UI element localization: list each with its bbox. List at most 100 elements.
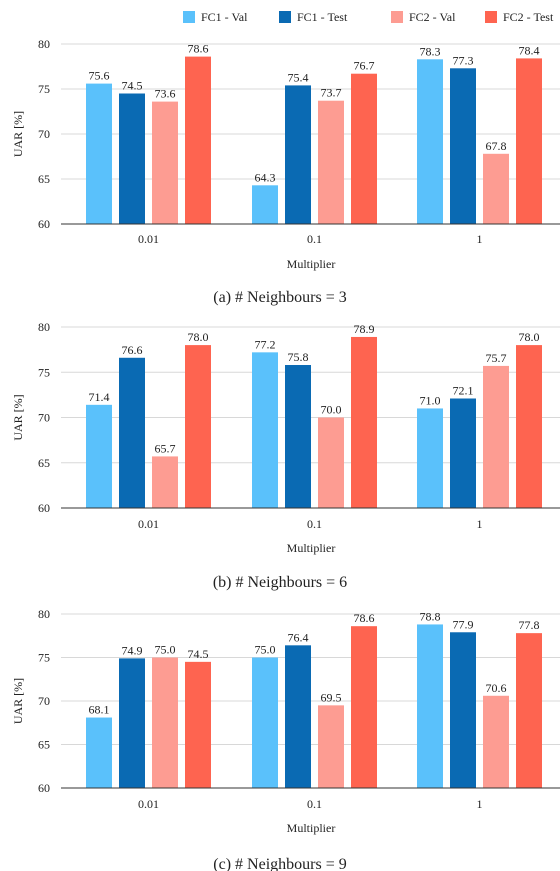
bar-0.1-3 <box>351 336 377 508</box>
y-tick-label: 65 <box>38 456 50 470</box>
panel-caption: (a) # Neighbours = 3 <box>213 289 346 306</box>
bar-0.01-1 <box>119 357 145 508</box>
bar-value-label: 75.0 <box>255 643 276 657</box>
bar-1-3 <box>516 633 542 788</box>
y-tick-label: 75 <box>38 651 50 665</box>
bar-value-label: 77.8 <box>519 618 540 632</box>
x-tick-label: 0.1 <box>307 232 322 246</box>
bar-1-1 <box>450 68 476 224</box>
bar-0.01-3 <box>185 345 211 508</box>
bar-0.1-2 <box>318 417 344 508</box>
bar-0.01-2 <box>152 657 178 788</box>
legend-swatch-1 <box>279 11 291 23</box>
chart-panel-2: 60 65 70 75 80 UAR [%] 68.1 74.9 75.0 74.5 0.01 75.… <box>11 607 560 871</box>
x-tick-label: 1 <box>477 232 483 246</box>
y-tick-label: 70 <box>38 694 50 708</box>
bar-0.01-1 <box>119 658 145 788</box>
bar-value-label: 78.6 <box>188 42 209 56</box>
bar-value-label: 71.4 <box>89 390 110 404</box>
y-tick-label: 80 <box>38 320 50 334</box>
bar-value-label: 74.5 <box>122 79 143 93</box>
y-axis-label: UAR [%] <box>11 678 25 724</box>
y-tick-label: 70 <box>38 127 50 141</box>
bar-value-label: 73.7 <box>321 86 342 100</box>
x-tick-label: 1 <box>477 797 483 811</box>
bar-value-label: 76.4 <box>288 630 309 644</box>
bar-0.1-0 <box>252 352 278 508</box>
bar-0.1-1 <box>285 85 311 225</box>
x-tick-label: 1 <box>477 517 483 531</box>
bar-value-label: 78.9 <box>354 322 375 336</box>
x-tick-label: 0.01 <box>138 232 159 246</box>
bar-0.01-2 <box>152 456 178 508</box>
bar-0.1-1 <box>285 645 311 788</box>
panel-caption: (c) # Neighbours = 9 <box>213 856 346 871</box>
bar-1-2 <box>483 695 509 788</box>
legend-swatch-0 <box>183 11 195 23</box>
bar-value-label: 75.0 <box>155 643 176 657</box>
bar-0.01-3 <box>185 56 211 224</box>
y-tick-label: 80 <box>38 607 50 621</box>
y-axis-label: UAR [%] <box>11 111 25 157</box>
bar-0.1-2 <box>318 705 344 788</box>
bar-value-label: 75.6 <box>89 69 110 83</box>
y-tick-label: 65 <box>38 172 50 186</box>
bar-value-label: 70.6 <box>486 681 507 695</box>
panel-caption: (b) # Neighbours = 6 <box>213 574 347 591</box>
bar-value-label: 64.3 <box>255 170 276 184</box>
x-tick-label: 0.1 <box>307 797 322 811</box>
bar-value-label: 72.1 <box>453 383 474 397</box>
bar-value-label: 78.0 <box>188 330 209 344</box>
bar-0.1-0 <box>252 657 278 788</box>
bar-value-label: 67.8 <box>486 139 507 153</box>
legend-label-1: FC1 - Test <box>297 10 348 24</box>
bar-1-0 <box>417 408 443 508</box>
legend-label-0: FC1 - Val <box>201 10 248 24</box>
bar-0.1-0 <box>252 185 278 224</box>
bar-1-2 <box>483 153 509 224</box>
y-tick-label: 75 <box>38 365 50 379</box>
bar-value-label: 74.5 <box>188 647 209 661</box>
x-axis-label: Multiplier <box>287 257 336 271</box>
bar-value-label: 70.0 <box>321 403 342 417</box>
bar-value-label: 75.7 <box>486 351 507 365</box>
y-tick-label: 60 <box>38 217 50 231</box>
bar-1-2 <box>483 365 509 508</box>
bar-0.1-2 <box>318 100 344 224</box>
y-tick-label: 75 <box>38 82 50 96</box>
legend-swatch-3 <box>485 11 497 23</box>
bar-value-label: 74.9 <box>122 643 143 657</box>
bar-0.01-3 <box>185 661 211 788</box>
bar-1-3 <box>516 345 542 508</box>
y-tick-label: 60 <box>38 781 50 795</box>
legend: FC1 - Val FC1 - Test FC2 - Val FC2 - Test <box>183 10 554 24</box>
bar-value-label: 75.8 <box>288 350 309 364</box>
bar-value-label: 76.6 <box>122 343 143 357</box>
bar-value-label: 78.8 <box>420 609 441 623</box>
bar-1-1 <box>450 398 476 508</box>
legend-label-3: FC2 - Test <box>503 10 554 24</box>
bar-value-label: 78.0 <box>519 330 540 344</box>
x-tick-label: 0.01 <box>138 797 159 811</box>
bar-value-label: 76.7 <box>354 59 375 73</box>
bar-0.01-0 <box>86 717 112 788</box>
bar-0.01-0 <box>86 83 112 224</box>
bar-0.1-3 <box>351 626 377 788</box>
legend-label-2: FC2 - Val <box>409 10 456 24</box>
bar-value-label: 78.4 <box>519 43 540 57</box>
bar-value-label: 68.1 <box>89 703 110 717</box>
bar-value-label: 77.9 <box>453 617 474 631</box>
bar-value-label: 77.3 <box>453 53 474 67</box>
bar-0.1-1 <box>285 365 311 508</box>
x-tick-label: 0.1 <box>307 517 322 531</box>
y-tick-label: 80 <box>38 37 50 51</box>
chart-panel-1: 60 65 70 75 80 UAR [%] 71.4 76.6 65.7 78.0 0.01 77.… <box>11 320 560 591</box>
bar-value-label: 65.7 <box>155 441 176 455</box>
bar-value-label: 71.0 <box>420 393 441 407</box>
bar-1-3 <box>516 58 542 225</box>
bar-1-0 <box>417 59 443 224</box>
bar-0.01-0 <box>86 404 112 508</box>
bar-value-label: 69.5 <box>321 690 342 704</box>
bar-1-1 <box>450 632 476 788</box>
